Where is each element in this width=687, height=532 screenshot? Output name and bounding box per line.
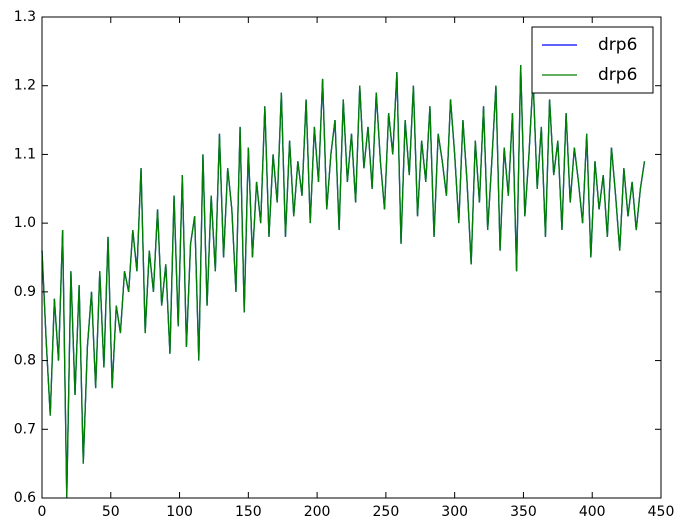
data-line [41,65,646,499]
y-tick-label: 0.9 [14,284,36,300]
x-tick-label: 150 [235,504,262,520]
x-tick-label: 50 [102,504,120,520]
data-line [41,65,646,499]
y-tick-label: 1.0 [14,215,36,231]
y-tick-label: 1.1 [14,146,36,162]
y-tick-label: 0.6 [14,490,36,506]
x-tick-label: 250 [373,504,400,520]
x-tick-label: 300 [441,504,468,520]
legend-label: drp6 [598,35,637,55]
y-tick-label: 1.3 [14,9,36,25]
y-tick-label: 0.8 [14,353,36,369]
x-tick-label: 350 [510,504,537,520]
plot-frame [41,16,662,499]
y-tick-label: 1.2 [14,78,36,94]
x-tick-label: 200 [304,504,331,520]
x-tick-label: 450 [648,504,675,520]
legend-box [531,26,654,94]
legend-label: drp6 [598,65,637,85]
y-tick-label: 0.7 [14,421,36,437]
x-tick-label: 0 [38,504,47,520]
x-tick-label: 100 [166,504,193,520]
x-tick-label: 400 [579,504,606,520]
